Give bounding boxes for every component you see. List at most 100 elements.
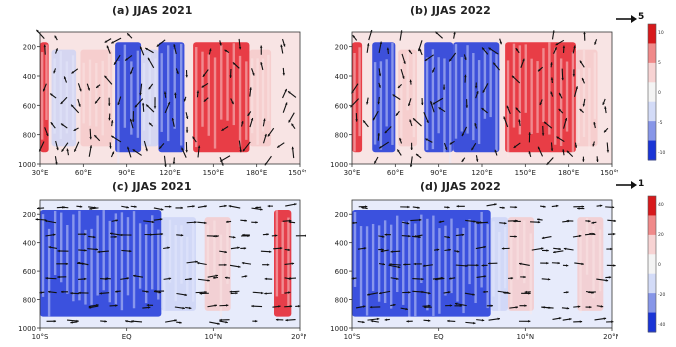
wind-vector-head [134, 104, 138, 108]
wind-vector-head [35, 218, 38, 221]
anomaly-streak [173, 49, 176, 129]
anomaly-streak [449, 60, 452, 164]
wind-vector-head [418, 235, 421, 239]
wind-vector-head [473, 220, 476, 223]
wind-vector-head [275, 318, 279, 321]
anomaly-streak [474, 221, 477, 304]
wind-vector-head [421, 102, 424, 106]
wind-vector-head [461, 133, 465, 137]
y-tick-label: 1000 [18, 161, 36, 169]
anomaly-streak [571, 51, 575, 153]
anomaly-streak [450, 218, 453, 294]
wind-vector-head [442, 87, 446, 90]
wind-vector-head [513, 145, 517, 148]
wind-vector-head [539, 102, 542, 106]
anomaly-streak [130, 61, 133, 135]
wind-vector-head [168, 277, 172, 280]
wind-vector-head [50, 122, 54, 125]
wind-vector-head [242, 148, 246, 152]
wind-vector-head [461, 159, 465, 162]
colorbar-segment [648, 121, 656, 142]
anomaly-streak [275, 210, 279, 297]
anomaly-streak [592, 225, 595, 299]
anomaly-streak [477, 60, 481, 144]
wind-vector-head [566, 307, 570, 310]
wind-vector-head [396, 277, 399, 280]
wind-vector-head [512, 75, 515, 79]
wind-vector-head [514, 205, 518, 209]
x-tick-label: 60°E [387, 169, 404, 177]
wind-vector-head [173, 44, 176, 47]
y-tick-label: 600 [335, 102, 348, 110]
anomaly-streak [530, 58, 533, 135]
anomaly-streak [281, 221, 284, 294]
wind-vector-head [214, 304, 217, 307]
wind-vector-head [192, 136, 195, 140]
wind-vector-head [409, 164, 413, 168]
anomaly-band [141, 49, 159, 147]
colorbar-segment [648, 82, 656, 103]
anomaly-streak [529, 233, 532, 315]
wind-vector-head [406, 222, 410, 225]
wind-vector-head [522, 58, 525, 62]
wind-vector-head [288, 277, 291, 280]
wind-vector-head [114, 62, 117, 65]
anomaly-band [249, 49, 272, 147]
wind-vector-head [494, 149, 497, 153]
wind-vector-head [36, 29, 39, 33]
wind-vector-head [199, 292, 202, 295]
anomaly-band [80, 49, 113, 147]
wind-vector-head [589, 232, 592, 236]
wind-vector-head [115, 290, 118, 293]
anomaly-streak [483, 49, 487, 119]
anomaly-band [372, 42, 396, 153]
wind-vector-head [351, 221, 355, 225]
wind-vector-head [62, 206, 65, 209]
wind-vector-head [501, 247, 505, 250]
wind-vector-head [373, 117, 376, 121]
anomaly-streak [426, 218, 429, 311]
panel-c-title: (c) JJAS 2021 [112, 180, 192, 193]
anomaly-streak [195, 47, 198, 148]
anomaly-streak [88, 59, 92, 126]
x-tick-label: 150°W [600, 169, 618, 177]
wind-vector-head [231, 101, 234, 105]
wind-vector-head [232, 62, 236, 65]
anomaly-streak [144, 224, 148, 304]
wind-vector-head [472, 293, 475, 296]
wind-vector-head [608, 276, 612, 279]
wind-vector-head [99, 292, 102, 295]
wind-vector-head [153, 106, 157, 109]
wind-vector-head [260, 291, 264, 295]
wind-vector-head [174, 92, 177, 96]
wind-vector-head [403, 263, 406, 266]
wind-vector-head [204, 221, 207, 225]
wind-vector-head [490, 304, 493, 307]
wind-vector-head [566, 150, 570, 154]
wind-vector-head [280, 44, 283, 48]
wind-vector-head [481, 319, 485, 322]
wind-vector-head [188, 306, 192, 310]
wind-vector-head [610, 247, 613, 251]
colorbar-tick-label: -40 [658, 322, 665, 328]
wind-vector-head [579, 60, 583, 64]
wind-vector-head [266, 233, 269, 236]
wind-vector-head [171, 118, 175, 121]
anomaly-streak [82, 62, 85, 124]
wind-vector-head [438, 220, 442, 224]
anomaly-streak [510, 220, 513, 307]
wind-vector-head [43, 44, 47, 48]
wind-vector-head [588, 219, 591, 223]
anomaly-streak [151, 215, 154, 290]
anomaly-streak [45, 44, 48, 120]
wind-vector-head [146, 303, 149, 307]
wind-vector-head [61, 290, 64, 294]
anomaly-streak [466, 45, 469, 134]
wind-vector-head [474, 85, 478, 89]
wind-vector-head [202, 74, 206, 77]
anomaly-streak [432, 215, 435, 316]
wind-vector-head [419, 48, 422, 52]
wind-vector-head [221, 128, 225, 131]
wind-vector-head [251, 304, 254, 308]
wind-vector-head [377, 101, 380, 105]
